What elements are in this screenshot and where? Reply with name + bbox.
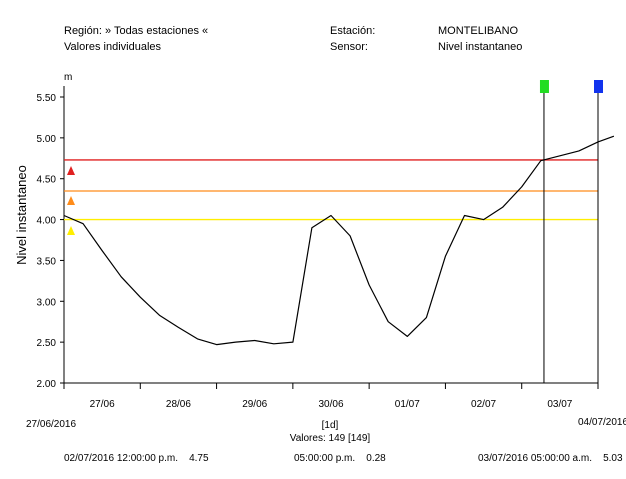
cursor-group[interactable] (539, 80, 603, 383)
y-unit-label: m (64, 72, 72, 83)
orange-alert-marker-icon (67, 196, 75, 205)
sensor-key: Sensor: (330, 41, 368, 53)
interval-label: [1d] (322, 420, 339, 431)
y-tick-label: 5.00 (37, 134, 57, 145)
series-group (63, 135, 615, 346)
level-series-line (63, 135, 615, 346)
x-tick-label: 29/06 (242, 399, 267, 410)
yellow-alert-marker-icon (67, 226, 75, 235)
cursor-handle[interactable] (594, 80, 603, 93)
x-ticks: 27/06 28/06 29/06 30/06 01/07 02/07 03/07 (63, 383, 599, 410)
threshold-lines (64, 159, 598, 221)
y-tick-label: 3.50 (37, 256, 57, 267)
y-tick-label: 2.00 (37, 379, 57, 390)
values-label: Valores individuales (64, 41, 162, 53)
x-tick-label: 02/07 (471, 399, 496, 410)
y-ticks: 5.50 5.00 4.50 4.00 3.50 3.00 2.50 2.00 (37, 93, 64, 390)
y-tick-label: 3.00 (37, 297, 57, 308)
cursor-handle[interactable] (539, 80, 549, 93)
x-start-label: 27/06/2016 (26, 419, 76, 430)
x-tick-label: 30/06 (318, 399, 343, 410)
station-value: MONTELIBANO (438, 25, 519, 37)
x-tick-label: 28/06 (166, 399, 191, 410)
x-tick-label: 03/07 (547, 399, 572, 410)
y-axis-title: Nivel instantaneo (14, 165, 29, 265)
x-end-label: 04/07/2016 (578, 417, 626, 428)
station-key: Estación: (330, 25, 375, 37)
red-alert-marker-icon (67, 166, 75, 175)
y-tick-label: 4.50 (37, 175, 57, 186)
y-tick-label: 4.00 (37, 216, 57, 227)
delta-readout: 05:00:00 p.m. 0.28 (294, 453, 386, 464)
values-count: Valores: 149 [149] (290, 433, 371, 444)
threshold-markers (67, 166, 75, 235)
y-tick-label: 5.50 (37, 93, 57, 104)
x-tick-label: 27/06 (90, 399, 115, 410)
y-tick-label: 2.50 (37, 338, 57, 349)
cursor1-readout: 02/07/2016 12:00:00 p.m. 4.75 (64, 453, 209, 464)
cursor2-readout: 03/07/2016 05:00:00 a.m. 5.03 (478, 453, 623, 464)
x-tick-label: 01/07 (395, 399, 420, 410)
sensor-value: Nivel instantaneo (438, 41, 522, 53)
region-label: Región: » Todas estaciones « (64, 25, 208, 37)
